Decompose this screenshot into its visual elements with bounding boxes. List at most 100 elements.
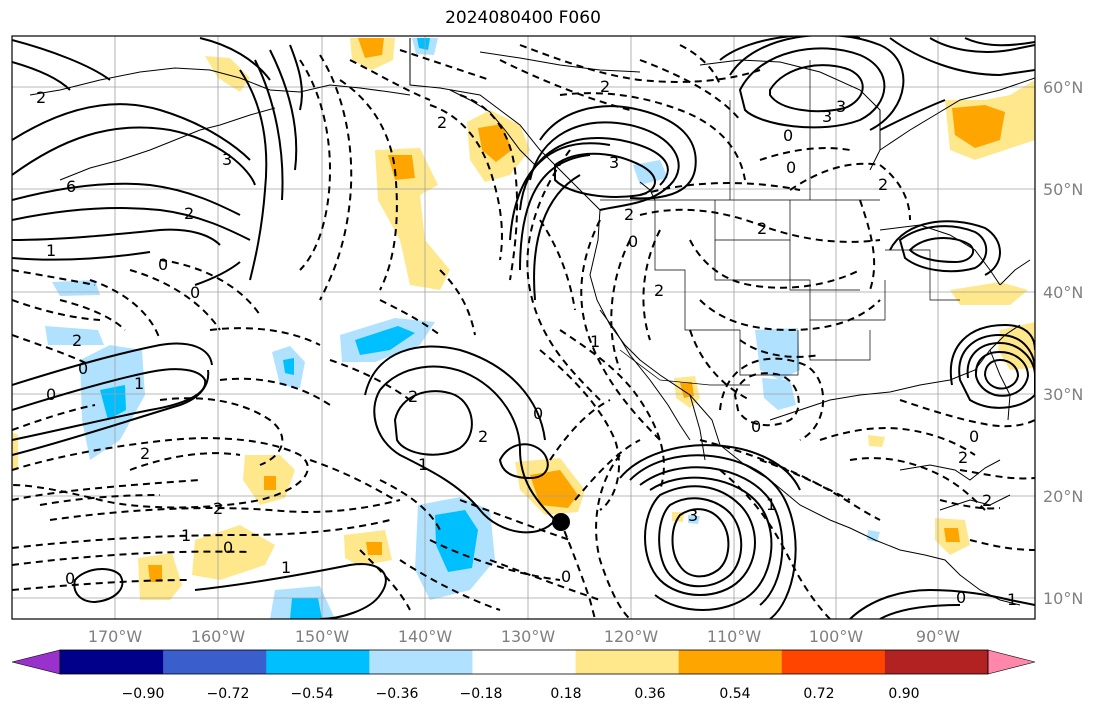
colorbar: −0.90 −0.72 −0.54 −0.36 −0.18 0.18 0.36 …	[11, 649, 1036, 702]
colorbar-segment	[163, 650, 267, 674]
contour-label: 1	[1007, 590, 1017, 609]
contour-label: 0	[158, 255, 168, 274]
contour-label: 1	[418, 455, 428, 474]
lon-label: 150°W	[295, 627, 350, 646]
lat-label: 30°N	[1043, 385, 1083, 404]
lon-label: 110°W	[707, 627, 762, 646]
colorbar-tick-label: −0.72	[207, 686, 250, 702]
storm-center-marker	[552, 513, 570, 531]
colorbar-segment	[678, 650, 783, 674]
map-title: 2024080400 F060	[445, 8, 601, 28]
contour-label: 0	[783, 126, 793, 145]
negative-patch	[45, 326, 104, 345]
contour-labels: 2 3 6 2 1 0 0 2 3 0 3 2 3 2 2 0 2 0 1 2 …	[36, 77, 1017, 609]
colorbar-tick-label: −0.54	[291, 686, 334, 702]
contour-label: 0	[628, 232, 638, 251]
contour-label: 6	[66, 177, 76, 196]
contour-label: 2	[958, 448, 968, 467]
contour-label: 1	[181, 526, 191, 545]
map-frame	[11, 35, 1036, 620]
contour-label: 2	[624, 205, 634, 224]
contour-label: 3	[609, 153, 619, 172]
contour-label: 2	[140, 444, 150, 463]
positive-patch	[944, 528, 960, 542]
contour-label: 2	[478, 427, 488, 446]
positive-patch	[148, 565, 162, 582]
colorbar-segment	[266, 650, 370, 674]
negative-patch	[290, 598, 322, 619]
colorbar-tick-label: 0.90	[888, 686, 919, 702]
positive-patch	[205, 56, 250, 92]
graticule-gridlines	[12, 36, 1035, 619]
contour-label: 3	[836, 97, 846, 116]
colorbar-segment	[60, 650, 164, 674]
lat-label: 50°N	[1043, 180, 1083, 199]
contour-label: 2	[184, 204, 194, 223]
lon-label: 120°W	[604, 627, 659, 646]
positive-patch	[12, 432, 18, 472]
colorbar-segment	[575, 650, 680, 674]
positive-patch	[375, 148, 450, 290]
lat-label: 10°N	[1043, 589, 1083, 608]
contour-label: 2	[654, 281, 664, 300]
colorbar-outline	[59, 649, 989, 675]
negative-patch	[52, 280, 100, 296]
contour-label: 0	[223, 538, 233, 557]
contour-label: 0	[533, 404, 543, 423]
colorbar-tick-label: −0.90	[122, 686, 165, 702]
contour-label: 0	[969, 427, 979, 446]
longitude-labels: 170°W 160°W 150°W 140°W 130°W 120°W 110°…	[88, 627, 960, 646]
colorbar-tick-label: 0.72	[803, 686, 834, 702]
lon-label: 90°W	[916, 627, 960, 646]
contour-label: 1	[134, 374, 144, 393]
positive-patch	[530, 470, 578, 508]
contour-label: 0	[190, 283, 200, 302]
negative-patch	[283, 358, 294, 375]
contour-label: 2	[408, 387, 418, 406]
contour-label: 0	[46, 385, 56, 404]
contour-label: 0	[78, 359, 88, 378]
colorbar-min-extension	[11, 649, 61, 675]
contour-label: 0	[786, 158, 796, 177]
positive-patch	[868, 435, 885, 447]
lat-label: 40°N	[1043, 283, 1083, 302]
contour-label: 1	[590, 332, 600, 351]
contour-label: 2	[878, 175, 888, 194]
positive-patch	[366, 542, 382, 555]
positive-patch	[952, 105, 1005, 148]
colorbar-tick-label: 0.54	[719, 686, 750, 702]
contour-label: 0	[65, 569, 75, 588]
lon-label: 170°W	[88, 627, 143, 646]
negative-patch	[417, 38, 430, 50]
colorbar-tick-label: 0.18	[550, 686, 581, 702]
colorbar-segment	[369, 650, 473, 674]
negative-patch	[867, 530, 880, 542]
positive-patch	[950, 282, 1028, 305]
lon-label: 100°W	[809, 627, 864, 646]
coastlines	[29, 38, 1035, 606]
negative-patch	[688, 515, 700, 524]
contour-label: 0	[561, 567, 571, 586]
positive-patch	[478, 124, 512, 162]
positive-patch	[264, 476, 276, 490]
political-borders	[600, 60, 960, 386]
contour-label: 2	[437, 113, 447, 132]
contour-label: 2	[757, 219, 767, 238]
positive-patch	[358, 38, 384, 58]
lat-label: 20°N	[1043, 487, 1083, 506]
contour-label: 2	[213, 499, 223, 518]
contour-label: 1	[281, 558, 291, 577]
negative-patch	[355, 326, 415, 355]
contour-label: 2	[36, 88, 46, 107]
colorbar-max-extension	[987, 649, 1036, 675]
lon-label: 130°W	[501, 627, 556, 646]
negative-patch	[755, 328, 800, 380]
latitude-labels: 60°N 50°N 40°N 30°N 20°N 10°N	[1043, 78, 1083, 608]
contour-label: 0	[956, 588, 966, 607]
contour-label: 2	[600, 77, 610, 96]
contour-label: 3	[222, 150, 232, 169]
contour-label: 2	[72, 331, 82, 350]
contour-label: 1	[766, 495, 776, 514]
negative-contours	[12, 44, 1035, 619]
